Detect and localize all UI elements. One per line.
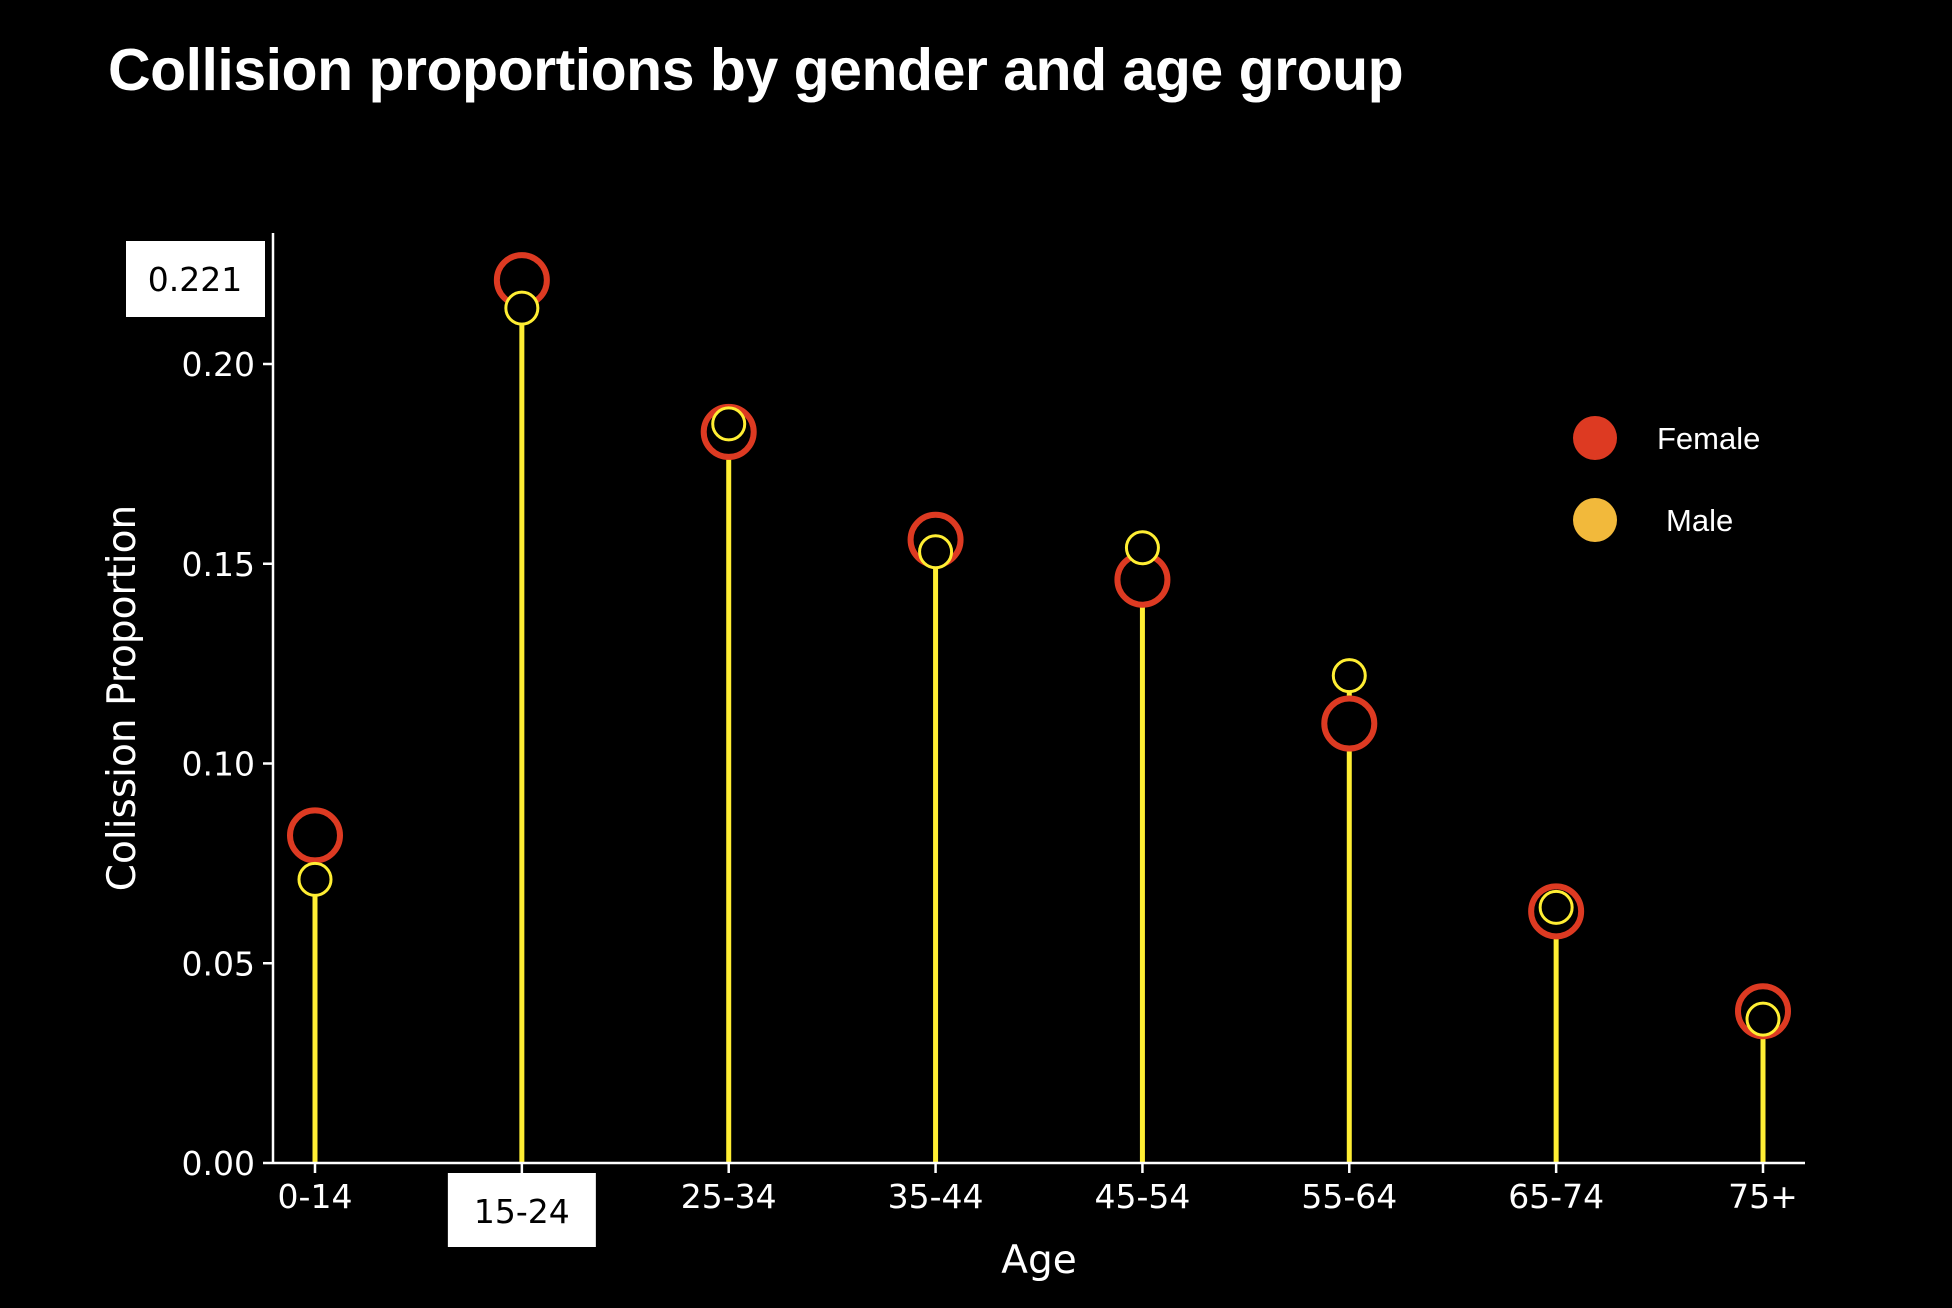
male-marker-65-74: [1538, 889, 1574, 925]
x-tick-label-35-44: 35-44: [888, 1177, 984, 1216]
male-marker-0-14: [297, 861, 333, 897]
female-marker-0-14: [287, 807, 343, 864]
legend-male-label: Male: [1666, 503, 1733, 538]
y-tick-label: 0.20: [182, 345, 255, 384]
male-marker-55-64: [1331, 658, 1367, 694]
x-tick-label-75+: 75+: [1728, 1177, 1798, 1216]
chart-title: Collision proportions by gender and age …: [108, 37, 1404, 103]
y-tick-label: 0.00: [182, 1144, 255, 1183]
male-marker-25-34: [711, 406, 747, 442]
y-axis-label: Colission Proportion: [100, 505, 145, 891]
male-marker-15-24: [504, 290, 540, 326]
y-tick-label: 0.10: [182, 745, 255, 784]
female-marker-55-64: [1321, 695, 1378, 752]
y-tick-label: 0.05: [182, 944, 255, 983]
x-tick-label-0-14: 0-14: [278, 1177, 353, 1216]
stems-layer: [312, 280, 1766, 1163]
y-tick-label: 0.15: [182, 545, 255, 584]
x-category-tooltip: 15-24: [474, 1192, 570, 1231]
x-axis-label: Age: [1001, 1238, 1076, 1283]
male-markers-layer: [297, 290, 1781, 1037]
male-marker-75+: [1745, 1001, 1781, 1037]
y-value-tooltip-box: [126, 241, 265, 317]
x-tick-label-25-34: 25-34: [681, 1177, 777, 1216]
x-tick-label-65-74: 65-74: [1508, 1177, 1604, 1216]
legend-female-label: Female: [1657, 421, 1760, 456]
legend-female-swatch: [1573, 416, 1617, 460]
x-category-tooltip-box: [447, 1173, 596, 1247]
male-marker-35-44: [918, 534, 954, 570]
legend-male-swatch: [1573, 498, 1617, 542]
male-marker-45-54: [1124, 530, 1160, 566]
axes-layer: 0.00 0.05 0.10 0.15 0.20 0-14 25-34 35-44 45-54 5…: [100, 233, 1805, 1283]
hover-tooltips: 0.221 15-24: [126, 241, 596, 1247]
legend: Female Male: [1573, 416, 1760, 542]
x-tick-label-45-54: 45-54: [1094, 1177, 1190, 1216]
y-value-tooltip: 0.221: [148, 260, 242, 299]
x-tick-label-55-64: 55-64: [1301, 1177, 1397, 1216]
